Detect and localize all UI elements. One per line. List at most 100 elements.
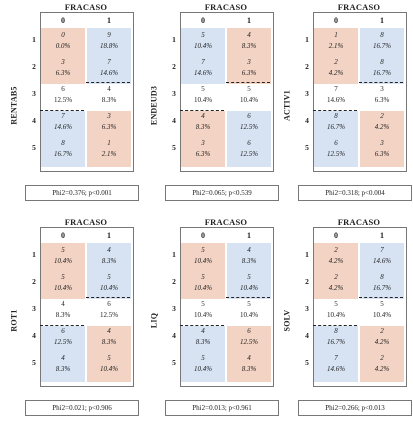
cell-percent: 2.1% bbox=[328, 42, 344, 50]
cell-count: 4 bbox=[247, 354, 251, 362]
row-variable-label: LIQ bbox=[149, 312, 159, 329]
table-cell: 8 16.7% bbox=[359, 58, 405, 85]
cell-count: 6 bbox=[61, 85, 65, 93]
cell-percent: 12.5% bbox=[239, 123, 259, 131]
cell-percent: 10.4% bbox=[239, 311, 259, 319]
cell-count: 7 bbox=[380, 246, 384, 254]
cell-count: 4 bbox=[107, 327, 111, 335]
cell-count: 3 bbox=[380, 139, 384, 147]
cell-count: 7 bbox=[61, 112, 65, 120]
column-variable-label: FRACASO bbox=[204, 217, 248, 227]
cell-percent: 14.6% bbox=[326, 365, 346, 373]
table-cell: 5 10.4% bbox=[86, 354, 132, 381]
cell-count: 5 bbox=[201, 300, 205, 308]
column-header: 1 bbox=[380, 231, 384, 240]
highlight-block bbox=[181, 243, 225, 299]
table-cell: 8 16.7% bbox=[40, 139, 86, 166]
table-cell: 0 0.0% bbox=[40, 31, 86, 58]
dashed-divider bbox=[86, 297, 130, 298]
cell-percent: 12.5% bbox=[99, 311, 119, 319]
panel-rot1: FRACASO 0 1 1 2 3 4 5 5 10.4% 4 8.3% 5 10.4% 5 10.4% 4 8.… bbox=[10, 217, 140, 418]
cell-percent: 12.5% bbox=[239, 150, 259, 158]
cell-count: 8 bbox=[380, 273, 384, 281]
table-cell: 7 14.6% bbox=[313, 354, 359, 381]
cell-count: 5 bbox=[201, 273, 205, 281]
highlight-block bbox=[227, 326, 271, 382]
cell-count: 5 bbox=[107, 354, 111, 362]
highlight-block bbox=[87, 326, 131, 382]
statistic-box: Phi2=0.376; p<0.001 bbox=[25, 185, 139, 201]
highlight-block bbox=[227, 243, 271, 299]
cell-percent: 8.3% bbox=[241, 42, 257, 50]
dashed-divider bbox=[40, 110, 84, 111]
cell-count: 2 bbox=[334, 273, 338, 281]
cell-count: 6 bbox=[247, 327, 251, 335]
table-cell: 5 10.4% bbox=[313, 300, 359, 327]
phi-statistic: Phi2=0.318; p<0.004 bbox=[325, 189, 385, 197]
table-cell: 4 8.3% bbox=[86, 327, 132, 354]
cell-percent: 10.4% bbox=[193, 284, 213, 292]
highlight-block bbox=[41, 243, 85, 299]
cell-count: 2 bbox=[334, 246, 338, 254]
column-header: 0 bbox=[334, 231, 338, 240]
column-header: 1 bbox=[247, 231, 251, 240]
table-cell: 2 4.2% bbox=[359, 327, 405, 354]
column-header: 0 bbox=[61, 231, 65, 240]
cell-percent: 10.4% bbox=[239, 284, 259, 292]
cell-count: 7 bbox=[334, 354, 338, 362]
cell-percent: 10.4% bbox=[99, 365, 119, 373]
panel-solv: FRACASO 0 1 1 2 3 4 5 2 4.2% 7 14.6% 2 4.2% 8 16.7% 5 10.… bbox=[283, 217, 413, 418]
cell-percent: 4.2% bbox=[328, 257, 344, 265]
cell-percent: 8.3% bbox=[55, 311, 71, 319]
table-cell: 2 4.2% bbox=[313, 246, 359, 273]
cell-count: 5 bbox=[201, 354, 205, 362]
highlight-block bbox=[360, 28, 404, 84]
phi-statistic: Phi2=0.065; p<0.539 bbox=[192, 189, 252, 197]
table-cell: 2 4.2% bbox=[359, 354, 405, 381]
table-frame bbox=[180, 227, 274, 387]
highlight-block bbox=[360, 111, 404, 167]
cell-count: 3 bbox=[380, 85, 384, 93]
table-cell: 6 12.5% bbox=[40, 327, 86, 354]
highlight-block bbox=[227, 28, 271, 84]
cell-count: 5 bbox=[61, 246, 65, 254]
cell-percent: 10.4% bbox=[193, 96, 213, 104]
row-label: 3 bbox=[32, 304, 36, 313]
table-cell: 4 8.3% bbox=[86, 85, 132, 112]
row-label: 2 bbox=[172, 277, 176, 286]
cell-percent: 14.6% bbox=[372, 257, 392, 265]
table-cell: 4 8.3% bbox=[226, 246, 272, 273]
highlight-block bbox=[314, 28, 358, 84]
cell-count: 5 bbox=[107, 273, 111, 281]
cell-percent: 4.2% bbox=[328, 69, 344, 77]
cell-percent: 8.3% bbox=[101, 96, 117, 104]
cell-count: 1 bbox=[334, 31, 338, 39]
cell-percent: 6.3% bbox=[241, 69, 257, 77]
table-cell: 6 12.5% bbox=[226, 327, 272, 354]
statistic-box: Phi2=0.266; p<0.013 bbox=[298, 400, 412, 416]
table-cell: 3 6.3% bbox=[359, 139, 405, 166]
cell-percent: 8.3% bbox=[101, 338, 117, 346]
column-header: 0 bbox=[201, 231, 205, 240]
cell-percent: 12.5% bbox=[53, 96, 73, 104]
cell-percent: 0.0% bbox=[55, 42, 71, 50]
row-label: 5 bbox=[172, 143, 176, 152]
table-cell: 2 4.2% bbox=[313, 273, 359, 300]
row-label: 1 bbox=[172, 250, 176, 259]
table-frame bbox=[313, 227, 407, 387]
row-label: 3 bbox=[172, 89, 176, 98]
table-cell: 5 10.4% bbox=[180, 354, 226, 381]
table-cell: 4 8.3% bbox=[180, 327, 226, 354]
cell-percent: 10.4% bbox=[193, 42, 213, 50]
table-cell: 5 10.4% bbox=[180, 300, 226, 327]
row-variable-label: ENDEUD3 bbox=[149, 85, 159, 126]
cell-count: 5 bbox=[61, 273, 65, 281]
cell-count: 4 bbox=[61, 354, 65, 362]
row-label: 3 bbox=[305, 89, 309, 98]
column-header: 0 bbox=[334, 16, 338, 25]
cell-percent: 10.4% bbox=[372, 311, 392, 319]
row-label: 1 bbox=[32, 250, 36, 259]
cell-percent: 10.4% bbox=[326, 311, 346, 319]
table-cell: 2 4.2% bbox=[313, 58, 359, 85]
highlight-block bbox=[360, 326, 404, 382]
